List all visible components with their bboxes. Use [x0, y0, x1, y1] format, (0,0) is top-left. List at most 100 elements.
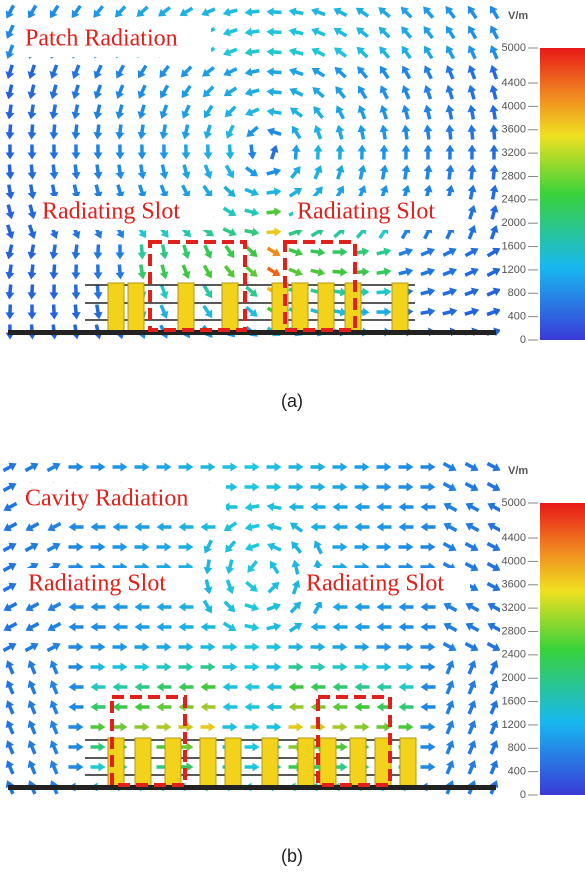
field-arrowhead	[428, 542, 436, 552]
field-arrowhead	[467, 204, 477, 213]
field-arrowhead	[427, 287, 436, 297]
field-arrowhead	[398, 702, 406, 712]
field-arrowhead	[489, 25, 498, 34]
field-arrowhead	[339, 307, 348, 317]
field-arrowhead	[376, 502, 384, 512]
field-arrowhead	[244, 7, 253, 17]
field-arrowhead	[114, 9, 123, 18]
field-arrowhead	[251, 602, 260, 612]
field-arrowhead	[8, 542, 17, 551]
field-arrowhead	[489, 124, 499, 132]
field-arrowhead	[362, 307, 370, 317]
field-arrowhead	[318, 662, 326, 672]
field-arrowhead	[244, 702, 252, 712]
field-arrowhead	[222, 7, 231, 17]
field-arrowhead	[467, 184, 477, 193]
field-arrowhead	[93, 9, 102, 18]
field-arrowhead	[332, 622, 340, 632]
field-arrowhead	[445, 84, 455, 93]
field-arrowhead	[71, 9, 80, 19]
field-arrowhead	[448, 267, 457, 276]
field-arrowhead	[76, 462, 84, 472]
field-arrowhead	[230, 642, 238, 652]
field-arrowhead	[203, 586, 213, 595]
field-arrowhead	[470, 643, 479, 652]
field-arrowhead	[291, 144, 301, 152]
field-arrowhead	[68, 702, 76, 712]
field-arrowhead	[467, 84, 477, 93]
field-arrowhead	[423, 25, 432, 35]
field-arrowhead	[186, 542, 194, 552]
field-arrowhead	[362, 662, 370, 672]
field-arrowhead	[68, 682, 76, 692]
field-arrowhead	[159, 251, 169, 260]
field-arrowhead	[244, 27, 253, 37]
field-arrowhead	[230, 662, 238, 672]
field-arrowhead	[288, 67, 298, 77]
field-arrowhead	[134, 522, 142, 532]
field-arrowhead	[492, 307, 500, 317]
field-arrowhead	[159, 110, 169, 120]
field-arrowhead	[5, 71, 15, 80]
field-arrowhead	[5, 740, 14, 749]
field-arrowhead	[47, 623, 56, 632]
field-arrowhead	[222, 702, 230, 712]
field-arrowhead	[5, 211, 15, 220]
field-arrowhead	[489, 164, 499, 172]
field-arrowhead	[467, 104, 477, 113]
field-arrowhead	[423, 184, 433, 193]
field-arrowhead	[465, 502, 474, 511]
field-arrowhead	[178, 622, 186, 632]
field-arrowhead	[423, 6, 432, 15]
field-arrowhead	[137, 70, 146, 79]
field-arrowhead	[49, 111, 59, 120]
field-arrowhead	[383, 267, 392, 277]
field-arrowhead	[30, 642, 39, 651]
field-arrowhead	[296, 642, 304, 652]
panel: Patch Radiation Radiating Slot Radiating S…	[5, 4, 585, 411]
field-arrowhead	[467, 164, 477, 172]
field-arrowhead	[492, 483, 500, 492]
field-arrowhead	[470, 543, 479, 552]
field-arrowhead	[246, 128, 255, 137]
field-arrowhead	[340, 482, 348, 492]
field-arrowhead	[489, 84, 499, 93]
field-arrowhead	[401, 45, 410, 55]
field-arrowhead	[335, 86, 344, 95]
field-arrowhead	[5, 132, 15, 140]
pillar	[349, 737, 367, 789]
colorbar-tick-label: 5000	[502, 42, 526, 54]
field-arrowhead	[489, 204, 499, 213]
field-arrowhead	[404, 247, 414, 257]
field-arrowhead	[376, 682, 384, 692]
field-arrowhead	[423, 144, 433, 152]
field-arrowhead	[249, 583, 258, 592]
field-arrowhead	[379, 184, 389, 194]
field-arrowhead	[203, 152, 213, 160]
field-arrowhead	[49, 272, 59, 280]
field-arrowhead	[401, 184, 411, 193]
field-arrowhead	[3, 603, 12, 612]
field-arrowhead	[340, 247, 348, 257]
field-arrowhead	[493, 327, 500, 337]
field-arrowhead	[180, 69, 189, 78]
field-arrowhead	[317, 267, 326, 277]
field-label: Radiating Slot	[28, 571, 166, 597]
field-arrowhead	[398, 502, 406, 512]
field-arrowhead	[291, 559, 301, 568]
pillar	[261, 737, 279, 789]
field-arrowhead	[274, 642, 282, 652]
pillar	[199, 737, 217, 789]
field-arrowhead	[492, 463, 500, 472]
field-arrowhead	[76, 742, 84, 752]
colorbar-tick-label: 400	[508, 766, 526, 778]
field-arrowhead	[68, 522, 76, 532]
field-arrowhead	[223, 68, 232, 77]
field-arrowhead	[272, 602, 282, 612]
slot-box	[316, 695, 392, 787]
field-arrowhead	[266, 107, 275, 117]
slot-box	[283, 240, 357, 332]
field-arrowhead	[354, 502, 362, 512]
field-arrowhead	[115, 252, 125, 260]
field-arrowhead	[228, 623, 237, 632]
